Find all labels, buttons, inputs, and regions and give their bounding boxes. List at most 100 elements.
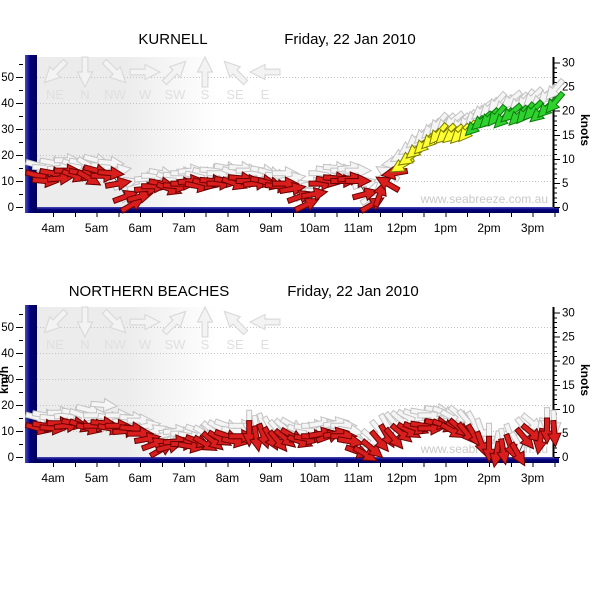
left-axis-tick-label: 10 — [1, 176, 14, 188]
watermark-text: www.seabreeze.com.au — [420, 192, 548, 206]
kurnell-title-row: KURNELL Friday, 22 Jan 2010 — [0, 31, 600, 51]
right-axis-tick-label: 15 — [562, 130, 575, 142]
y-axis-bar — [25, 55, 37, 213]
x-axis-tick-label: 4am — [41, 221, 64, 235]
legend-se-label: SE — [226, 337, 244, 352]
legend-se-label: SE — [226, 87, 244, 102]
wind-arrow — [126, 189, 154, 204]
gust-arrow — [90, 397, 119, 413]
right-axis-tick-label: 15 — [562, 380, 575, 392]
x-axis-tick-label: 1pm — [434, 471, 457, 485]
legend-nw-arrow-icon — [101, 308, 127, 334]
legend-n-label: N — [80, 337, 89, 352]
wind-arrow — [293, 197, 320, 213]
x-axis-tick-label: 8am — [216, 471, 239, 485]
left-axis-labels: 0 10 20 30 40 50 — [1, 322, 23, 464]
legend-s-label: S — [201, 87, 210, 102]
right-axis-tick-label: 30 — [562, 58, 575, 70]
right-axis-tick-label: 5 — [562, 428, 568, 440]
left-axis-tick-label: 30 — [1, 124, 14, 136]
legend-sw-label: SW — [165, 337, 187, 352]
legend-e-arrow-icon — [248, 313, 281, 331]
x-axis-tick-label: 2pm — [477, 221, 500, 235]
x-axis-tick-label: 10am — [300, 221, 330, 235]
x-axis-bar — [25, 207, 559, 213]
x-axis-tick-label: 5am — [85, 221, 108, 235]
x-axis-tick-label: 7am — [172, 471, 195, 485]
right-axis-labels: 0 5 10 15 20 25 30 — [562, 58, 575, 214]
chart-date: Friday, 22 Jan 2010 — [284, 31, 416, 48]
wind-arrow — [336, 434, 365, 449]
legend-nw-label: NW — [104, 337, 126, 352]
left-axis-tick-label: 0 — [8, 452, 14, 464]
x-axis-tick-label: 9am — [259, 221, 282, 235]
right-axis-tick-label: 10 — [562, 404, 575, 416]
northern-beaches-wind-chart: NORTHERN BEACHES Friday, 22 Jan 2010 NE N… — [0, 250, 600, 500]
legend-w-arrow-icon — [129, 63, 162, 81]
left-axis-tick-label: 0 — [8, 202, 14, 214]
wind-arrow — [375, 176, 401, 193]
x-axis-tick-label: 5am — [85, 471, 108, 485]
right-axis-tick-label: 5 — [562, 178, 568, 190]
x-axis-tick-label: 11am — [344, 221, 373, 235]
northern-beaches-title-row: NORTHERN BEACHES Friday, 22 Jan 2010 — [0, 283, 600, 303]
wind-arrow — [496, 437, 511, 466]
legend-n-arrow-icon — [76, 306, 94, 339]
right-axis-tick-label: 25 — [562, 332, 575, 344]
legend-s-label: S — [201, 337, 210, 352]
legend-ne-label: NE — [46, 337, 64, 352]
legend-e-arrow-icon — [248, 63, 281, 81]
left-axis-tick-label: 50 — [1, 322, 14, 334]
legend-ne-arrow-icon — [43, 308, 69, 334]
legend-se-arrow-icon — [223, 60, 249, 86]
legend-n-label: N — [80, 87, 89, 102]
left-axis-tick-label: 30 — [1, 374, 14, 386]
wind-arrows — [24, 90, 566, 214]
right-axis-tick-label: 0 — [562, 452, 568, 464]
legend-n-arrow-icon — [76, 56, 94, 89]
direction-legend: NE N NW W SW S SE E — [43, 55, 281, 102]
wind-arrow — [104, 176, 133, 191]
x-axis-bar — [25, 457, 559, 463]
right-axis-tick-label: 20 — [562, 356, 575, 368]
left-axis-tick-label: 40 — [1, 98, 14, 110]
station-title: NORTHERN BEACHES — [68, 283, 230, 300]
x-axis-tick-label: 1pm — [434, 221, 457, 235]
x-axis-tick-label: 4am — [41, 471, 64, 485]
x-axis-tick-label: 10am — [300, 471, 330, 485]
legend-se-arrow-icon — [223, 310, 249, 336]
wind-arrow — [514, 426, 535, 450]
direction-legend: NE N NW W SW S SE E — [43, 305, 281, 352]
wind-arrow — [545, 90, 566, 114]
legend-sw-arrow-icon — [161, 310, 187, 336]
gust-arrow — [545, 77, 566, 101]
wind-arrow — [300, 186, 329, 202]
wind-arrow — [383, 426, 404, 450]
x-axis-tick-label: 12pm — [387, 471, 417, 485]
legend-nw-arrow-icon — [101, 58, 127, 84]
station-title: KURNELL — [138, 31, 208, 48]
x-axis-tick-label: 12pm — [387, 221, 417, 235]
legend-sw-arrow-icon — [161, 60, 187, 86]
legend-e-label: E — [261, 87, 270, 102]
wind-arrows — [24, 415, 562, 469]
left-axis-tick-label: 20 — [1, 150, 14, 162]
legend-e-label: E — [261, 337, 270, 352]
left-axis-tick-label: 50 — [1, 72, 14, 84]
legend-s-arrow-icon — [196, 55, 214, 88]
right-axis-tick-label: 30 — [562, 308, 575, 320]
x-axis-tick-label: 9am — [259, 471, 282, 485]
legend-w-arrow-icon — [129, 313, 162, 331]
wind-arrow — [267, 429, 288, 453]
legend-w-label: W — [139, 87, 152, 102]
wind-arrow — [31, 173, 60, 189]
x-axis-tick-label: 2pm — [477, 471, 500, 485]
wind-arrow — [352, 445, 378, 462]
x-axis-ticks — [53, 213, 556, 217]
right-axis-title: knots — [578, 364, 592, 396]
left-axis-tick-label: 40 — [1, 348, 14, 360]
northern-beaches-wind-plot: NENNWWSWSSEEwww.seabreeze.com.au01020304… — [0, 305, 592, 485]
left-axis-tick-label: 20 — [1, 400, 14, 412]
legend-sw-label: SW — [165, 87, 187, 102]
